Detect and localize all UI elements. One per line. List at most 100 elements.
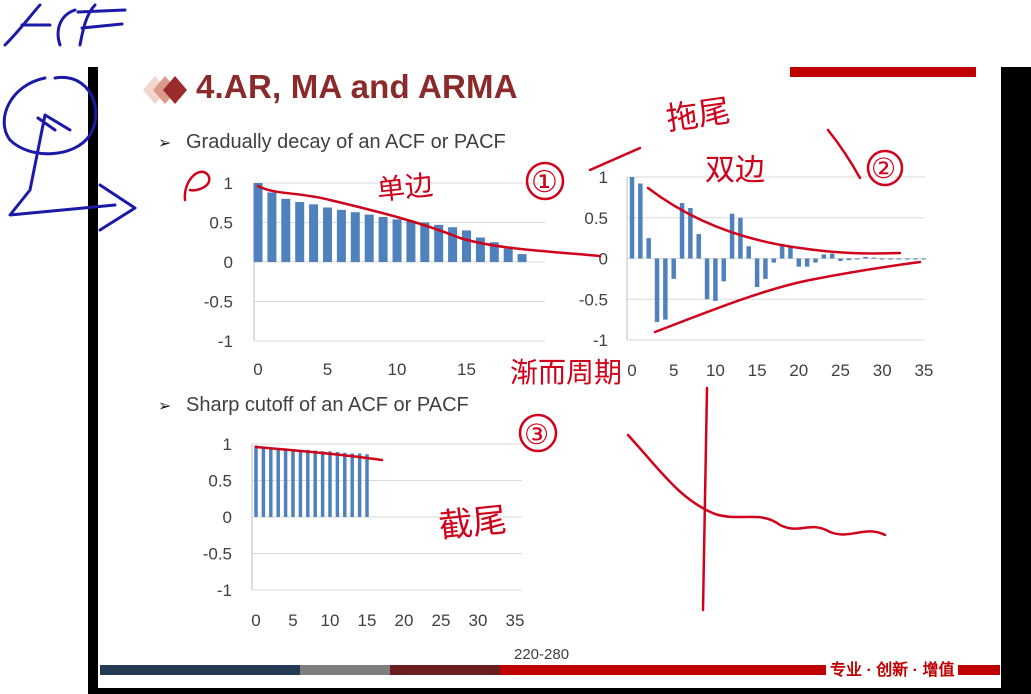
bullet-gradual-decay: ➢ Gradually decay of an ACF or PACF <box>158 131 506 154</box>
y-tick-label: -1 <box>593 331 608 350</box>
handwriting-annotations <box>2 3 922 612</box>
bar <box>788 246 793 259</box>
bar <box>679 203 685 259</box>
title-diamond-icon <box>143 76 187 104</box>
bar <box>283 448 288 517</box>
y-tick-label: 1 <box>599 168 608 187</box>
bar <box>298 449 303 517</box>
bullet-text: Gradually decay of an ACF or PACF <box>186 131 506 153</box>
bar <box>771 258 777 263</box>
x-tick-label: 15 <box>748 361 767 380</box>
x-tick-label: 30 <box>873 361 892 380</box>
footer-slogan: 专业 · 创新 · 增值 <box>826 656 959 680</box>
bar <box>846 258 852 261</box>
y-tick-label: 0.5 <box>208 472 232 491</box>
window-border-right <box>1001 67 1031 694</box>
bullet-arrow-icon: ➢ <box>158 135 172 152</box>
bar <box>813 258 818 263</box>
bar <box>517 254 527 262</box>
bar <box>738 217 743 259</box>
bar <box>350 212 360 262</box>
bar <box>796 258 802 267</box>
bar <box>434 224 444 262</box>
x-tick-label: 20 <box>789 361 808 380</box>
bar <box>829 253 835 259</box>
x-tick-label: 5 <box>669 361 678 380</box>
y-tick-label: 0 <box>224 253 233 272</box>
bullet-text: Sharp cutoff of an ACF or PACF <box>186 394 469 416</box>
bar <box>696 234 701 259</box>
bar <box>350 453 354 517</box>
bar <box>879 258 885 260</box>
x-tick-label: 10 <box>321 611 340 630</box>
ink-circle-3-label: ③ <box>524 419 549 450</box>
ink-shuang-bian: 双边 <box>705 154 765 187</box>
bar <box>489 242 499 262</box>
bar <box>921 258 927 260</box>
bar <box>291 449 295 517</box>
bar <box>323 207 332 262</box>
bar <box>448 227 458 262</box>
bar <box>267 192 277 262</box>
window-border-left <box>88 67 98 694</box>
bar <box>475 237 485 262</box>
bar <box>863 256 868 259</box>
bar <box>688 207 693 259</box>
bar <box>253 183 263 262</box>
ink-text: 单边 ① 拖尾 双边 ② 渐而周期 ③ 截尾 <box>375 92 896 546</box>
bar <box>654 258 660 323</box>
bar <box>646 238 651 259</box>
y-tick-label: 1 <box>223 435 232 454</box>
y-tick-label: -1 <box>217 581 232 600</box>
x-tick-label: 5 <box>323 360 332 379</box>
bar <box>754 258 760 288</box>
y-tick-label: 0 <box>599 250 608 269</box>
x-tick-label: 35 <box>914 361 933 380</box>
bar <box>821 254 827 259</box>
ink-circle-1-label: ① <box>531 166 558 199</box>
bar <box>904 258 910 260</box>
bar <box>729 213 735 259</box>
y-tick-label: -1 <box>218 332 233 351</box>
chart-gradual-decay-onesided: 1 0.5 0 -0.5 -1 0 5 10 15 <box>204 174 545 379</box>
bar <box>763 258 768 279</box>
bar <box>671 258 676 279</box>
pen-circle-icon <box>2 75 98 156</box>
bar <box>406 220 416 262</box>
bar <box>357 453 362 517</box>
ink-rho-symbol <box>183 170 211 202</box>
pen-acf-scribble-icon <box>3 3 127 47</box>
ink-upper-envelope <box>646 186 902 255</box>
bar <box>313 450 317 517</box>
bar <box>888 258 893 260</box>
bar <box>261 446 266 517</box>
ink-jian-xiao-zhou-qi: 渐而周期 <box>510 357 622 388</box>
x-tick-label: 15 <box>358 611 377 630</box>
x-tick-label: 10 <box>388 360 407 379</box>
bar <box>269 447 273 517</box>
bar <box>378 216 388 262</box>
chart-gradual-decay-twosided: 1 0.5 0 -0.5 -1 0 5 10 15 20 25 30 35 <box>579 168 934 380</box>
bar <box>309 204 319 262</box>
page-number: 220-280 <box>514 646 570 663</box>
bar <box>295 201 305 262</box>
bar <box>503 248 513 262</box>
ink-dan-bian: 单边 <box>375 169 434 206</box>
y-tick-label: -0.5 <box>579 290 608 309</box>
bar <box>746 246 752 259</box>
y-tick-label: 0 <box>223 508 232 527</box>
bar <box>281 198 291 262</box>
ink-circle-3-icon <box>518 413 558 453</box>
ink-sketch-axis <box>701 386 709 612</box>
bar <box>364 214 374 262</box>
bar <box>328 451 332 517</box>
bar <box>254 445 258 517</box>
window-border-bottom <box>88 688 1031 694</box>
ink-circle-1-icon <box>525 161 565 201</box>
y-tick-label: 0.5 <box>584 209 608 228</box>
y-tick-label: -0.5 <box>204 293 233 312</box>
ink-tuo-wei: 拖尾 <box>664 92 732 137</box>
ink-circle-2-label: ② <box>871 153 896 184</box>
bar <box>420 222 430 262</box>
slide-title: 4.AR, MA and ARMA <box>196 68 518 105</box>
